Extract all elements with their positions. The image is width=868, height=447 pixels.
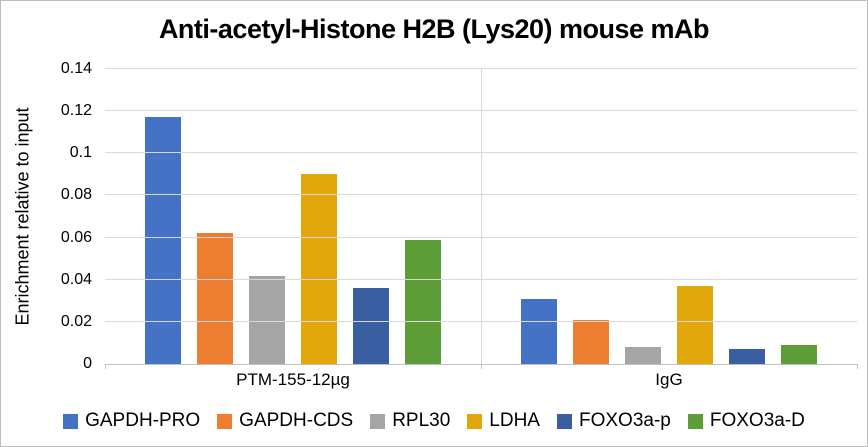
legend-label: FOXO3a-D bbox=[709, 410, 805, 431]
legend-swatch-icon bbox=[370, 413, 386, 429]
legend-item-FOXO3a-D: FOXO3a-D bbox=[687, 410, 805, 432]
bar-GAPDH-PRO bbox=[145, 117, 181, 364]
category-divider-line bbox=[481, 69, 482, 364]
bar-GAPDH-CDS bbox=[573, 319, 609, 364]
x-axis-labels: PTM-155-12µg IgG bbox=[105, 370, 857, 390]
legend-label: GAPDH-PRO bbox=[85, 410, 201, 431]
bar-GAPDH-PRO bbox=[521, 298, 557, 364]
x-axis-tick bbox=[857, 364, 858, 369]
legend-swatch-icon bbox=[467, 413, 483, 429]
legend-swatch-icon bbox=[687, 413, 703, 429]
y-tick-label: 0.08 bbox=[60, 186, 92, 204]
bar-groups bbox=[105, 69, 857, 364]
bar-LDHA bbox=[677, 286, 713, 364]
y-tick-label: 0.1 bbox=[69, 144, 92, 162]
bar-FOXO3a-D bbox=[781, 345, 817, 364]
legend-label: FOXO3a-p bbox=[578, 410, 671, 431]
bar-GAPDH-CDS bbox=[197, 233, 233, 364]
legend-item-GAPDH-CDS: GAPDH-CDS bbox=[217, 410, 353, 432]
legend: GAPDH-PRO GAPDH-CDS RPL30 LDHA FOXO3a-p FOXO3… bbox=[1, 406, 867, 436]
x-category-label: IgG bbox=[655, 370, 683, 389]
y-tick-label: 0.12 bbox=[60, 102, 92, 120]
legend-label: RPL30 bbox=[392, 410, 451, 431]
bar-RPL30 bbox=[625, 347, 661, 364]
x-category-label: PTM-155-12µg bbox=[236, 370, 350, 389]
y-tick-label: 0.14 bbox=[60, 60, 92, 77]
y-tick-label: 0.02 bbox=[60, 312, 92, 330]
bar-group-PTM-155-12µg bbox=[105, 69, 481, 364]
y-tick-label: 0.04 bbox=[60, 270, 92, 288]
bar-FOXO3a-D bbox=[405, 239, 441, 364]
bar-LDHA bbox=[301, 174, 337, 364]
y-axis-ticks: 0 0.02 0.04 0.06 0.08 0.1 0.12 0.14 bbox=[1, 61, 98, 372]
gridline bbox=[105, 68, 857, 69]
y-tick-label: 0 bbox=[83, 355, 92, 372]
chart-title: Anti-acetyl-Histone H2B (Lys20) mouse mA… bbox=[158, 14, 710, 44]
bar-group-IgG bbox=[481, 69, 857, 364]
legend-item-RPL30: RPL30 bbox=[370, 410, 450, 432]
bar-FOXO3a-p bbox=[353, 288, 389, 364]
x-axis-tick bbox=[481, 364, 482, 369]
legend-item-LDHA: LDHA bbox=[467, 410, 540, 432]
legend-label: LDHA bbox=[489, 410, 540, 431]
legend-swatch-icon bbox=[217, 413, 233, 429]
legend-item-GAPDH-PRO: GAPDH-PRO bbox=[63, 410, 200, 432]
y-tick-label: 0.06 bbox=[60, 228, 92, 246]
plot-area bbox=[105, 68, 858, 369]
bar-RPL30 bbox=[249, 275, 285, 364]
legend-item-FOXO3a-p: FOXO3a-p bbox=[556, 410, 671, 432]
legend-swatch-icon bbox=[556, 413, 572, 429]
bar-FOXO3a-p bbox=[729, 349, 765, 364]
legend-swatch-icon bbox=[63, 413, 79, 429]
x-axis-tick bbox=[105, 364, 106, 369]
legend-label: GAPDH-CDS bbox=[239, 410, 354, 431]
